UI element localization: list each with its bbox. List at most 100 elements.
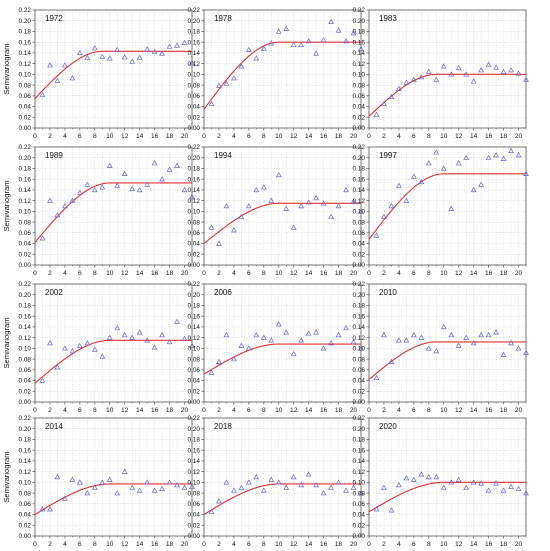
data-point bbox=[410, 476, 417, 482]
chart-panel-2002: 0 2 4 6 8 10 12 14 16 18 20 0.00 0.02 0.04 0.06 0.08 0.1… bbox=[2, 281, 195, 414]
y-tick-label: 0.20 bbox=[353, 426, 366, 433]
data-point bbox=[470, 186, 477, 193]
data-point bbox=[275, 321, 282, 327]
x-tick-label: 6 bbox=[247, 270, 251, 277]
x-tick-label: 14 bbox=[470, 133, 478, 140]
panel-year-label: 1978 bbox=[214, 14, 232, 23]
x-tick-label: 4 bbox=[63, 407, 67, 414]
data-point bbox=[121, 170, 128, 177]
y-tick-label: 0.20 bbox=[353, 292, 366, 299]
data-point bbox=[275, 479, 282, 485]
y-tick-label: 0.04 bbox=[188, 378, 201, 385]
chart-panel-1972: 0 2 4 6 8 10 12 14 16 18 20 0.00 0.02 0.04 0.06 0.08 0.1… bbox=[2, 7, 195, 140]
x-tick-label: 4 bbox=[397, 270, 401, 277]
data-point bbox=[523, 170, 529, 177]
data-point bbox=[508, 67, 514, 73]
data-point bbox=[313, 194, 320, 201]
data-point bbox=[166, 166, 173, 172]
data-point bbox=[253, 186, 260, 193]
data-point bbox=[381, 213, 387, 219]
data-point bbox=[515, 485, 522, 491]
data-point bbox=[166, 43, 173, 49]
y-tick-label: 0.20 bbox=[19, 292, 32, 299]
x-tick-label: 14 bbox=[136, 133, 144, 140]
y-tick-label: 0.18 bbox=[188, 166, 201, 173]
data-point bbox=[433, 149, 440, 155]
x-tick-label: 2 bbox=[217, 541, 221, 548]
data-point bbox=[455, 342, 462, 348]
y-tick-label: 0.04 bbox=[188, 104, 201, 111]
x-tick-label: 18 bbox=[500, 270, 508, 277]
data-point bbox=[388, 93, 395, 100]
panel-year-label: 2018 bbox=[214, 422, 232, 431]
data-point bbox=[425, 473, 432, 480]
data-point bbox=[283, 205, 290, 211]
x-tick-label: 10 bbox=[440, 541, 448, 548]
y-tick-label: 0.14 bbox=[353, 187, 366, 194]
data-point bbox=[455, 160, 462, 166]
y-tick-label: 0.10 bbox=[188, 72, 201, 79]
y-tick-label: 0.04 bbox=[19, 378, 32, 385]
plot-frame bbox=[368, 283, 527, 403]
y-tick-label: 0.04 bbox=[19, 104, 32, 111]
plot-area bbox=[369, 418, 526, 536]
x-tick-label: 16 bbox=[485, 270, 493, 277]
chart-panel-1994: 0 2 4 6 8 10 12 14 16 18 200.000.020.040.060.080.1… bbox=[188, 144, 364, 277]
x-tick-label: 2 bbox=[382, 541, 386, 548]
data-point bbox=[76, 189, 83, 195]
x-tick-label: 0 bbox=[367, 407, 371, 414]
data-point bbox=[216, 358, 222, 364]
data-point bbox=[99, 479, 106, 485]
data-point bbox=[106, 476, 113, 482]
data-point bbox=[320, 37, 327, 43]
data-point bbox=[62, 62, 68, 68]
data-point bbox=[381, 484, 387, 490]
x-tick-label: 4 bbox=[397, 407, 401, 414]
y-tick-label: 0.16 bbox=[188, 447, 201, 454]
y-tick-label: 0.22 bbox=[353, 144, 366, 151]
data-point bbox=[62, 345, 68, 351]
y-tick-label: 0.08 bbox=[188, 356, 201, 363]
data-point bbox=[253, 55, 260, 61]
y-tick-label: 0.06 bbox=[19, 367, 32, 374]
y-tick-label: 0.06 bbox=[353, 501, 366, 508]
data-point bbox=[159, 176, 165, 182]
data-point bbox=[208, 100, 215, 107]
x-tick-label: 8 bbox=[93, 407, 97, 414]
data-point bbox=[470, 479, 477, 485]
x-tick-label: 6 bbox=[78, 407, 82, 414]
x-tick-label: 12 bbox=[121, 270, 129, 277]
y-tick-label: 0.08 bbox=[188, 490, 201, 497]
x-tick-label: 16 bbox=[151, 270, 159, 277]
model-curve bbox=[368, 481, 526, 513]
data-point bbox=[478, 331, 485, 338]
x-tick-label: 16 bbox=[320, 541, 328, 548]
x-tick-label: 16 bbox=[151, 133, 159, 140]
y-tick-label: 0.12 bbox=[188, 61, 201, 68]
data-point bbox=[343, 186, 349, 193]
y-tick-label: 0.00 bbox=[19, 533, 32, 540]
plot-area bbox=[204, 10, 361, 128]
data-point bbox=[500, 68, 507, 74]
y-tick-label: 0.12 bbox=[19, 335, 32, 342]
data-point bbox=[328, 339, 334, 346]
y-tick-label: 0.22 bbox=[19, 415, 32, 422]
data-point bbox=[245, 479, 252, 485]
x-tick-label: 10 bbox=[440, 407, 448, 414]
x-tick-label: 8 bbox=[93, 270, 97, 277]
data-point bbox=[283, 484, 290, 490]
data-point bbox=[448, 479, 455, 485]
data-point bbox=[129, 185, 136, 192]
data-point bbox=[350, 338, 357, 345]
data-point bbox=[54, 364, 61, 370]
y-tick-label: 0.00 bbox=[188, 533, 201, 540]
data-point bbox=[343, 38, 349, 44]
data-point bbox=[268, 197, 275, 203]
y-tick-label: 0.00 bbox=[353, 533, 366, 540]
data-point bbox=[260, 45, 267, 51]
y-tick-label: 0.20 bbox=[353, 18, 366, 25]
y-tick-label: 0.20 bbox=[19, 155, 32, 162]
data-point bbox=[231, 356, 237, 362]
data-point bbox=[216, 240, 222, 246]
x-tick-label: 12 bbox=[290, 407, 298, 414]
